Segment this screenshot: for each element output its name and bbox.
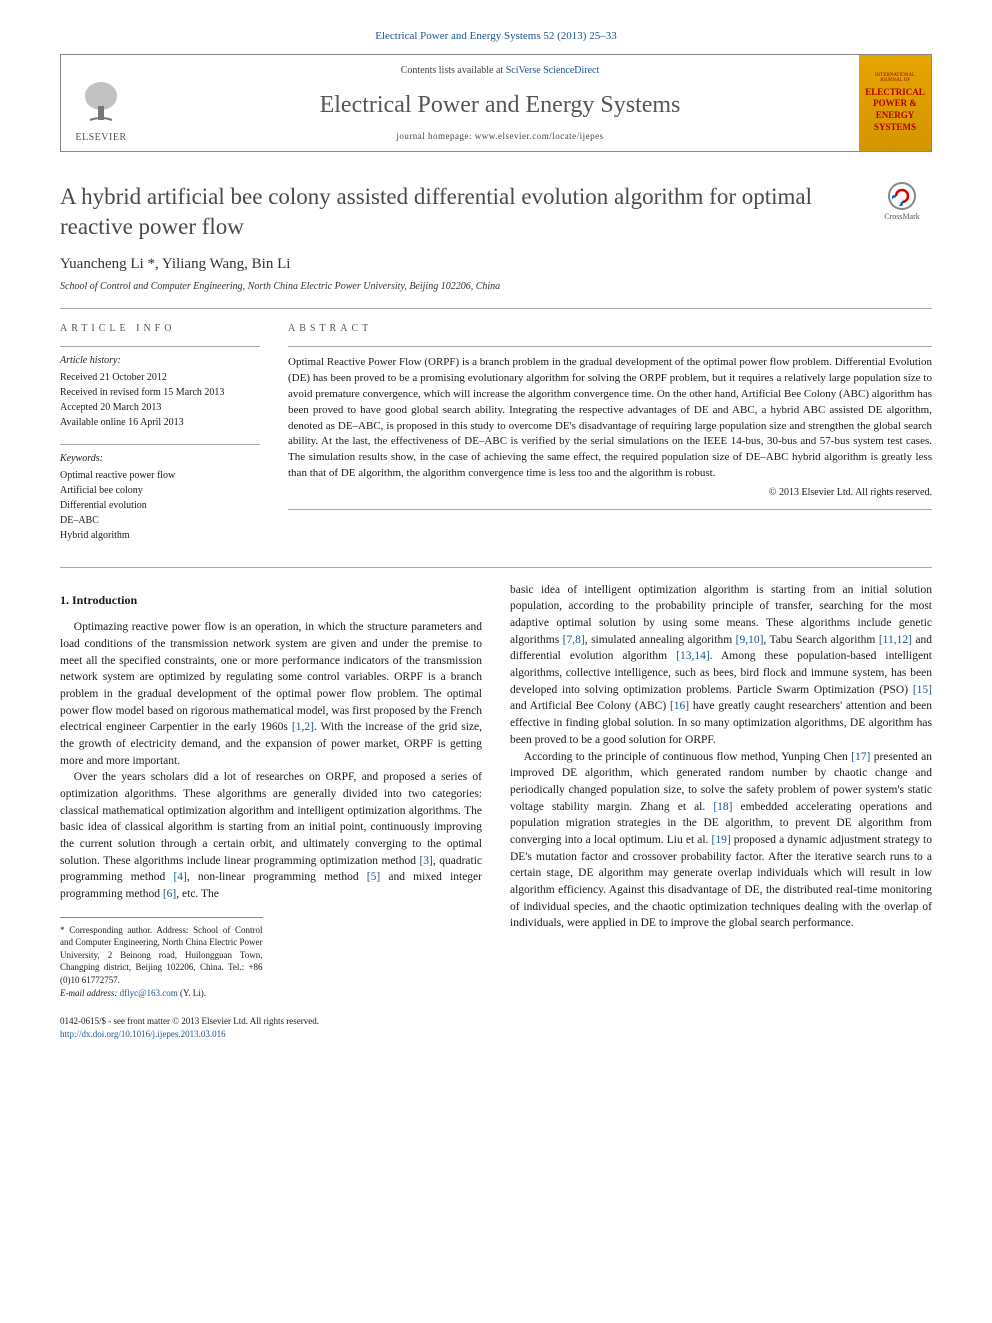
citation-link[interactable]: [7,8] [563, 634, 585, 646]
email-line: E-mail address: dflyc@163.com (Y. Li). [60, 987, 263, 1000]
text-run: , simulated annealing algorithm [585, 634, 736, 646]
publisher-name: ELSEVIER [75, 132, 126, 143]
title-row: A hybrid artificial bee colony assisted … [60, 182, 932, 242]
homepage-line: journal homepage: www.elsevier.com/locat… [396, 131, 603, 141]
citation-link[interactable]: [5] [367, 871, 380, 883]
keywords-block: Keywords: Optimal reactive power flow Ar… [60, 444, 260, 543]
citation-link[interactable]: [11,12] [879, 634, 912, 646]
history-item: Accepted 20 March 2013 [60, 400, 260, 415]
text-run: , Tabu Search algorithm [763, 634, 878, 646]
journal-reference: Electrical Power and Energy Systems 52 (… [60, 30, 932, 42]
corresponding-author: * Corresponding author. Address: School … [60, 924, 263, 987]
text-run: , non-linear programming method [187, 871, 367, 883]
citation-link[interactable]: [9,10] [736, 634, 764, 646]
authors: Yuancheng Li *, Yiliang Wang, Bin Li [60, 256, 932, 273]
body-col-left: 1. Introduction Optimazing reactive powe… [60, 582, 482, 999]
bottom-meta: 0142-0615/$ - see front matter © 2013 El… [60, 1015, 932, 1040]
history-item: Received in revised form 15 March 2013 [60, 385, 260, 400]
info-abstract-row: ARTICLE INFO Article history: Received 2… [60, 323, 932, 543]
elsevier-tree-icon [76, 78, 126, 128]
contents-prefix: Contents lists available at [401, 65, 506, 76]
text-run: and Artificial Bee Colony (ABC) [510, 700, 670, 712]
citation-link[interactable]: [19] [712, 834, 731, 846]
abstract-heading: ABSTRACT [288, 323, 932, 334]
history-item: Received 21 October 2012 [60, 370, 260, 385]
citation-link[interactable]: [15] [913, 684, 932, 696]
journal-name: Electrical Power and Energy Systems [320, 92, 681, 119]
footnotes: * Corresponding author. Address: School … [60, 917, 263, 1000]
body-columns: 1. Introduction Optimazing reactive powe… [60, 582, 932, 999]
email-label: E-mail address: [60, 988, 120, 998]
crossmark-badge[interactable]: CrossMark [872, 182, 932, 221]
article-title: A hybrid artificial bee colony assisted … [60, 182, 852, 242]
cover-top-text: INTERNATIONAL JOURNAL OF [865, 73, 925, 83]
keyword: Differential evolution [60, 498, 260, 513]
history-block: Article history: Received 21 October 201… [60, 346, 260, 430]
paragraph: Optimazing reactive power flow is an ope… [60, 619, 482, 769]
text-run: According to the principle of continuous… [524, 751, 851, 763]
article-info-heading: ARTICLE INFO [60, 323, 260, 334]
citation-link[interactable]: [13,14] [676, 650, 710, 662]
keyword: DE–ABC [60, 513, 260, 528]
email-link[interactable]: dflyc@163.com [120, 988, 178, 998]
email-suffix: (Y. Li). [178, 988, 206, 998]
abstract-copyright: © 2013 Elsevier Ltd. All rights reserved… [288, 486, 932, 501]
crossmark-icon [888, 182, 916, 210]
crossmark-label: CrossMark [884, 212, 920, 221]
header-center: Contents lists available at SciVerse Sci… [141, 55, 859, 151]
text-run: Optimazing reactive power flow is an ope… [60, 621, 482, 733]
text-run: proposed a dynamic adjustment strategy t… [510, 834, 932, 929]
paragraph: According to the principle of continuous… [510, 749, 932, 932]
keyword: Artificial bee colony [60, 483, 260, 498]
contents-line: Contents lists available at SciVerse Sci… [401, 65, 600, 76]
separator [60, 308, 932, 309]
front-matter-line: 0142-0615/$ - see front matter © 2013 El… [60, 1015, 932, 1028]
keywords-label: Keywords: [60, 451, 260, 466]
keyword: Optimal reactive power flow [60, 468, 260, 483]
elsevier-logo: ELSEVIER [61, 55, 141, 151]
text-run: Over the years scholars did a lot of res… [60, 771, 482, 866]
body-col-right: basic idea of intelligent optimization a… [510, 582, 932, 999]
affiliation: School of Control and Computer Engineeri… [60, 281, 932, 292]
paragraph: basic idea of intelligent optimization a… [510, 582, 932, 749]
abstract-text: Optimal Reactive Power Flow (ORPF) is a … [288, 346, 932, 510]
citation-link[interactable]: [4] [173, 871, 186, 883]
sciencedirect-link[interactable]: SciVerse ScienceDirect [506, 65, 600, 76]
paragraph: Over the years scholars did a lot of res… [60, 769, 482, 902]
homepage-url[interactable]: www.elsevier.com/locate/ijepes [475, 131, 604, 141]
abstract-column: ABSTRACT Optimal Reactive Power Flow (OR… [288, 323, 932, 543]
cover-title: ELECTRICAL POWER & ENERGY SYSTEMS [865, 87, 925, 134]
separator [60, 567, 932, 568]
history-item: Available online 16 April 2013 [60, 415, 260, 430]
doi-link[interactable]: http://dx.doi.org/10.1016/j.ijepes.2013.… [60, 1029, 226, 1039]
keyword: Hybrid algorithm [60, 528, 260, 543]
history-label: Article history: [60, 353, 260, 368]
abstract-body: Optimal Reactive Power Flow (ORPF) is a … [288, 356, 932, 480]
section-heading: 1. Introduction [60, 592, 482, 609]
homepage-prefix: journal homepage: [396, 131, 474, 141]
article-info: ARTICLE INFO Article history: Received 2… [60, 323, 260, 543]
citation-link[interactable]: [3] [419, 855, 432, 867]
citation-link[interactable]: [18] [713, 801, 732, 813]
citation-link[interactable]: [16] [670, 700, 689, 712]
citation-link[interactable]: [1,2] [292, 721, 314, 733]
text-run: , etc. The [176, 888, 219, 900]
citation-link[interactable]: [17] [851, 751, 870, 763]
journal-header: ELSEVIER Contents lists available at Sci… [60, 54, 932, 152]
citation-link[interactable]: [6] [163, 888, 176, 900]
journal-cover: INTERNATIONAL JOURNAL OF ELECTRICAL POWE… [859, 55, 931, 151]
